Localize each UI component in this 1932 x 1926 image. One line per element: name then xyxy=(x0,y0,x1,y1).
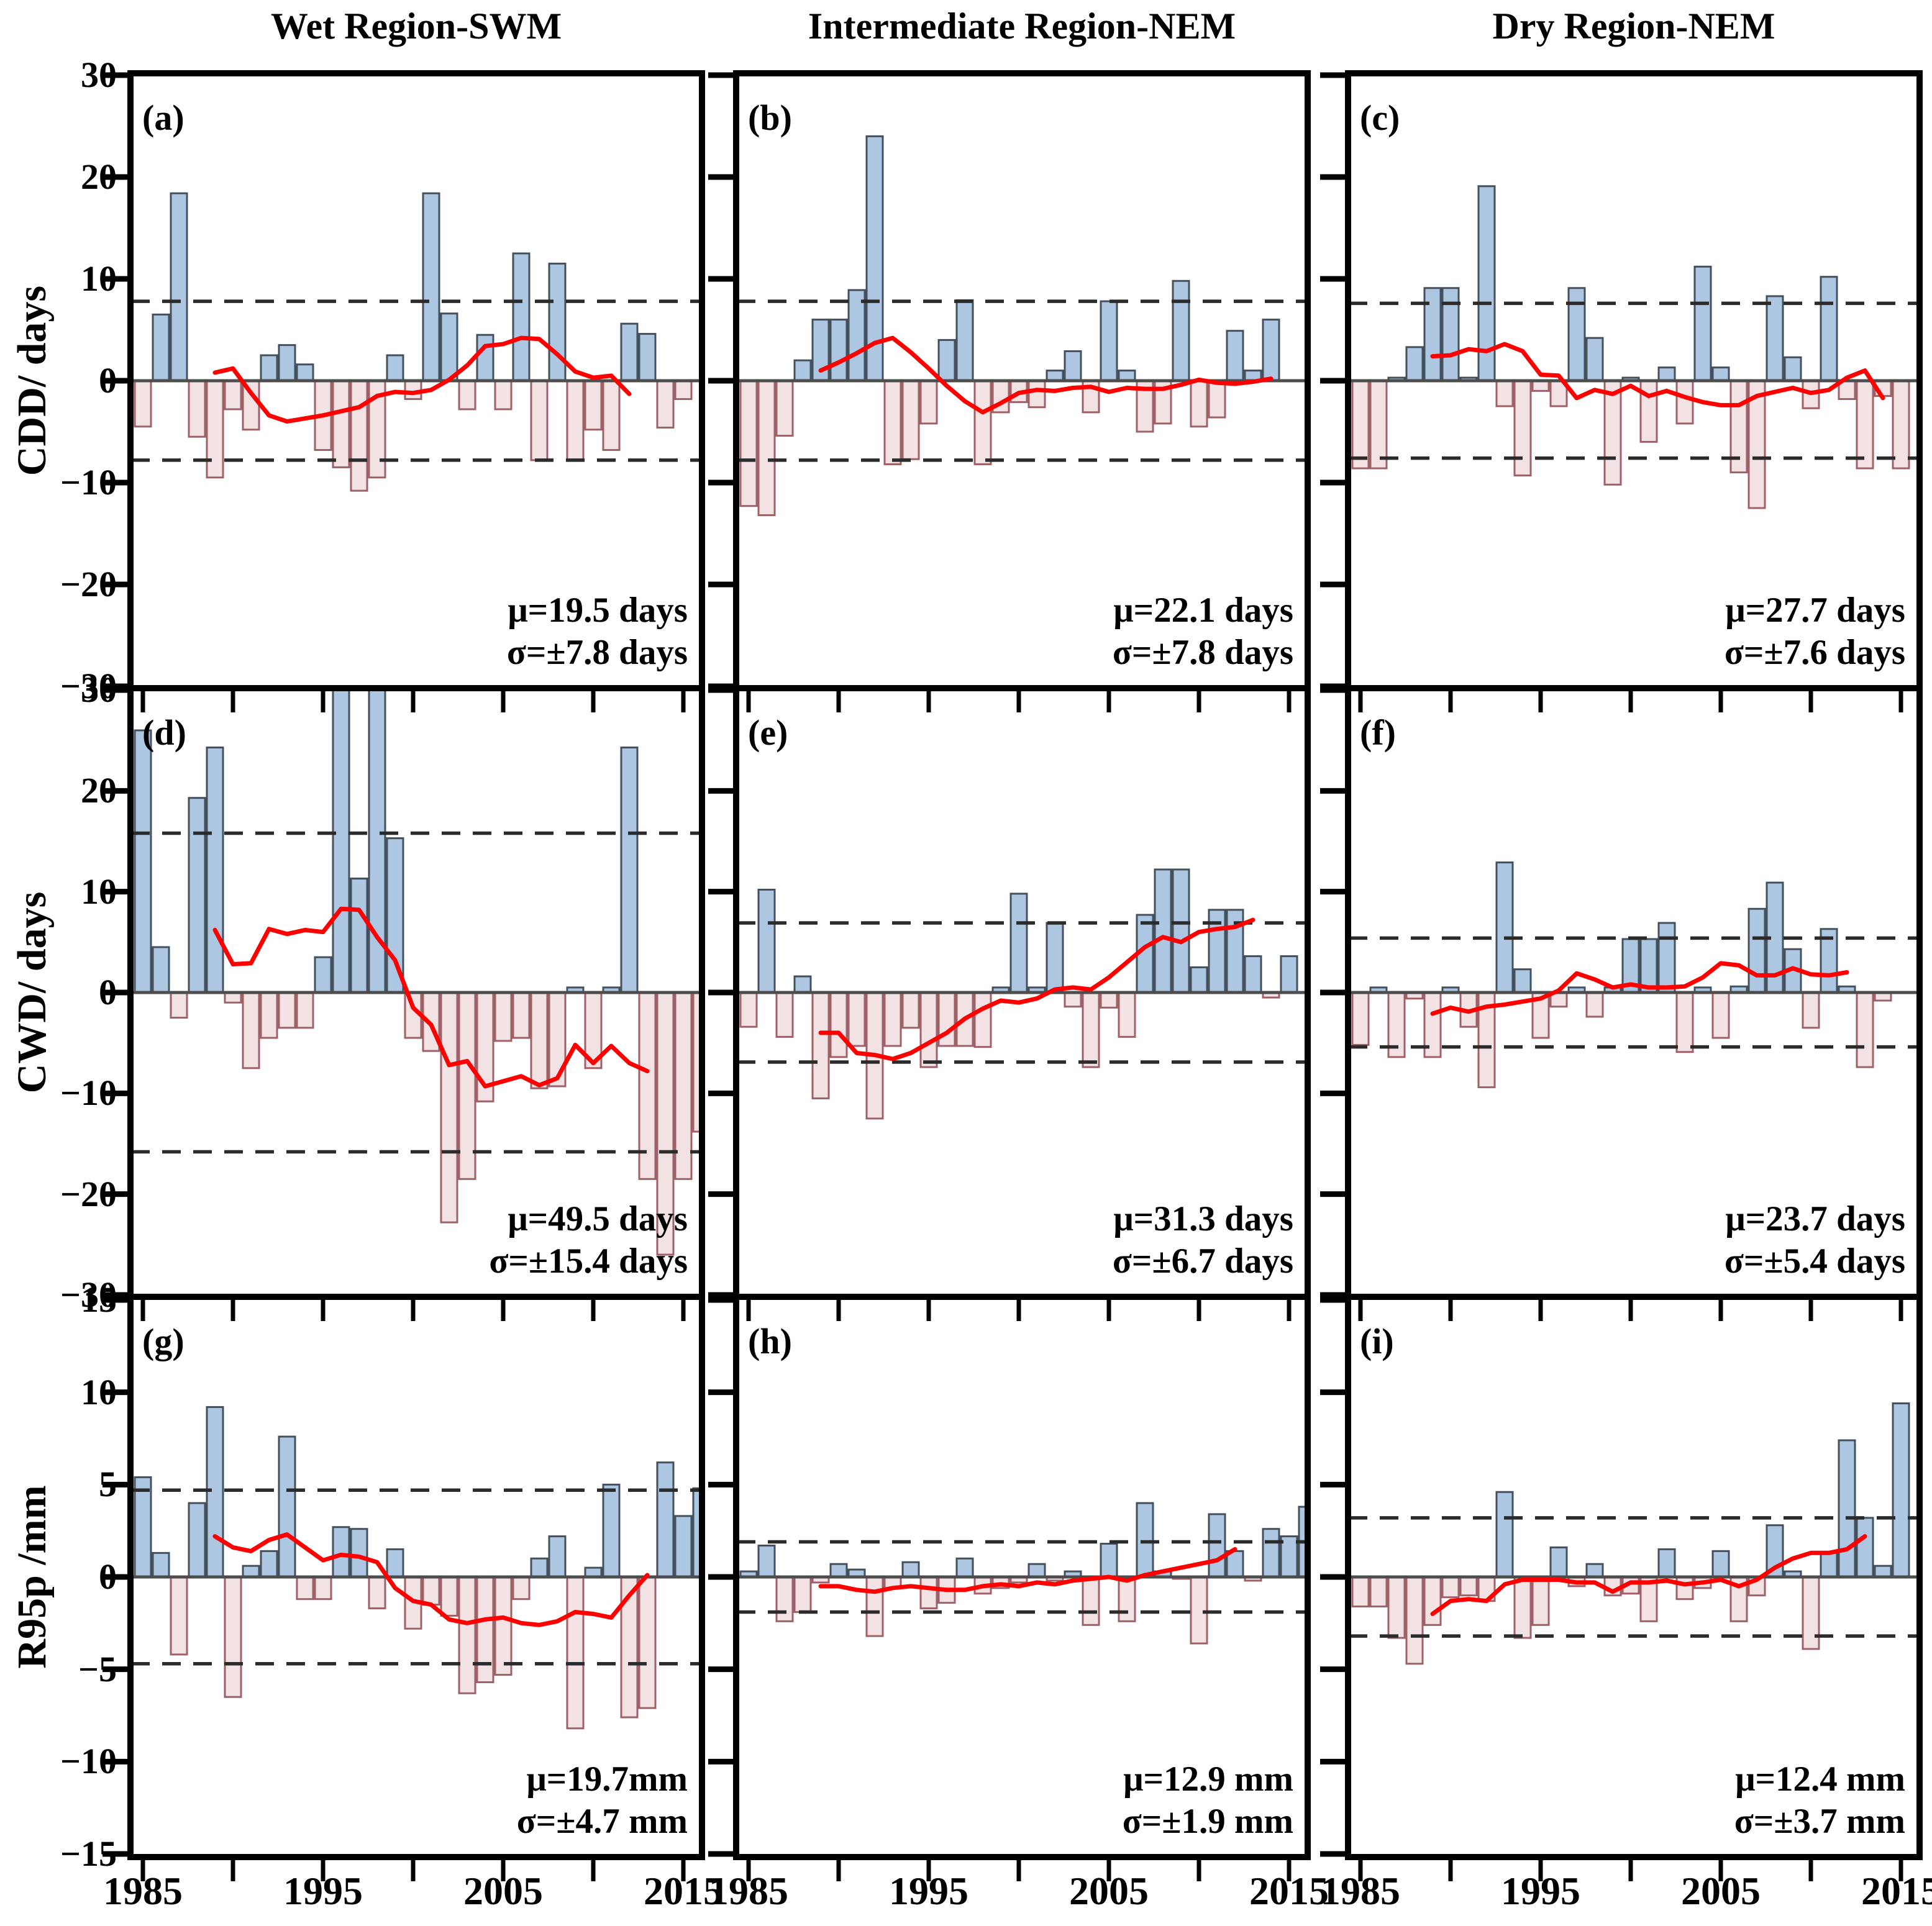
svg-text:(b): (b) xyxy=(748,98,792,138)
svg-text:σ=±6.7 days: σ=±6.7 days xyxy=(1113,1242,1293,1281)
svg-text:σ=±7.8 days: σ=±7.8 days xyxy=(507,633,688,672)
x-tick-label: 2015 xyxy=(1861,1869,1932,1913)
svg-text:(i): (i) xyxy=(1360,1321,1394,1361)
svg-text:(h): (h) xyxy=(748,1321,792,1361)
svg-text:μ=19.5 days: μ=19.5 days xyxy=(508,591,688,630)
svg-text:μ=22.1 days: μ=22.1 days xyxy=(1113,591,1293,630)
svg-text:(d): (d) xyxy=(142,712,186,753)
svg-text:(a): (a) xyxy=(142,98,185,138)
svg-text:σ=±15.4 days: σ=±15.4 days xyxy=(489,1242,688,1281)
chart-svg-f: (f) μ=23.7 days σ=±5.4 days xyxy=(1320,685,1923,1321)
column-title-dry: Dry Region-NEM xyxy=(1492,6,1775,47)
svg-text:μ=49.5 days: μ=49.5 days xyxy=(508,1199,688,1238)
svg-text:σ=±7.6 days: σ=±7.6 days xyxy=(1725,633,1905,672)
svg-text:μ=19.7mm: μ=19.7mm xyxy=(526,1760,688,1799)
svg-text:μ=23.7 days: μ=23.7 days xyxy=(1725,1199,1905,1238)
svg-text:(g): (g) xyxy=(142,1321,185,1361)
column-title-intermediate: Intermediate Region-NEM xyxy=(808,6,1236,47)
column-title-wet: Wet Region-SWM xyxy=(270,6,562,47)
svg-text:μ=31.3 days: μ=31.3 days xyxy=(1113,1199,1293,1238)
svg-text:σ=±4.7 mm: σ=±4.7 mm xyxy=(517,1802,688,1841)
svg-text:μ=12.4 mm: μ=12.4 mm xyxy=(1735,1760,1905,1799)
chart-svg-d: (d) μ=49.5 days σ=±15.4 days xyxy=(103,685,705,1321)
svg-text:μ=12.9 mm: μ=12.9 mm xyxy=(1123,1760,1293,1799)
svg-text:(f): (f) xyxy=(1360,712,1396,753)
chart-svg-e: (e) μ=31.3 days σ=±6.7 days xyxy=(708,685,1311,1321)
chart-svg-h: (h) μ=12.9 mmσ=±1.9 mm xyxy=(708,1294,1311,1881)
svg-text:(e): (e) xyxy=(748,712,788,753)
svg-text:σ=±3.7 mm: σ=±3.7 mm xyxy=(1734,1802,1905,1841)
svg-text:σ=±1.9 mm: σ=±1.9 mm xyxy=(1123,1802,1293,1841)
svg-text:σ=±5.4 days: σ=±5.4 days xyxy=(1725,1242,1905,1281)
svg-text:σ=±7.8 days: σ=±7.8 days xyxy=(1113,633,1293,672)
svg-text:(c): (c) xyxy=(1360,98,1400,138)
svg-text:μ=27.7 days: μ=27.7 days xyxy=(1725,591,1905,630)
chart-svg-i: (i) μ=12.4 mmσ=±3.7 mm xyxy=(1320,1294,1923,1881)
